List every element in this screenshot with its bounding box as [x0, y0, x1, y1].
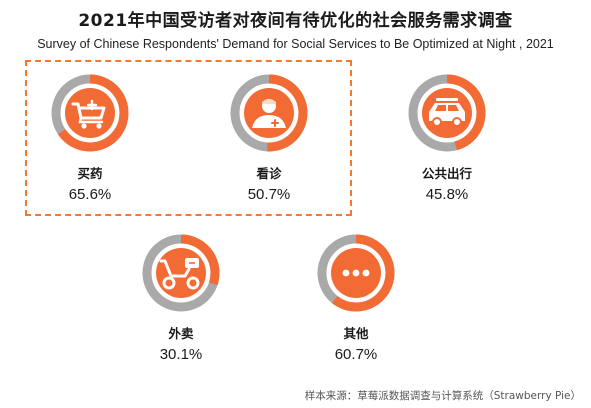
chart-title: 2021年中国受访者对夜间有待优化的社会服务需求调查 [78, 11, 513, 31]
donut-value-arc [142, 234, 220, 312]
category-label: 外卖 [168, 326, 194, 341]
donut-value-arc [230, 74, 308, 152]
donut-value-arc [408, 74, 486, 152]
donut-value-arc [51, 74, 129, 152]
value-label: 65.6% [68, 186, 112, 203]
chart-subtitle: Survey of Chinese Respondents' Demand fo… [37, 37, 554, 51]
value-label: 60.7% [334, 346, 378, 363]
doctor-icon [252, 99, 286, 128]
donut-item: 其他 60.7% [296, 232, 416, 363]
value-label: 45.8% [425, 186, 469, 203]
donut-chart [51, 74, 129, 152]
scooter-icon [159, 258, 200, 290]
value-label: 50.7% [247, 186, 291, 203]
category-label: 买药 [77, 166, 103, 181]
donut-chart [408, 74, 486, 152]
category-label: 其他 [343, 326, 369, 341]
donut-value-arc [317, 234, 395, 312]
donut-chart [230, 74, 308, 152]
donut-chart [142, 234, 220, 312]
category-label: 公共出行 [421, 166, 472, 181]
donut-item: 外卖 30.1% [121, 232, 241, 363]
donut-item: 买药 65.6% [30, 72, 150, 203]
car-icon [429, 98, 465, 127]
source-note: 样本来源：草莓派数据调查与计算系统（Strawberry Pie） [304, 390, 581, 402]
donut-chart [317, 234, 395, 312]
icon-background [156, 248, 206, 298]
value-label: 30.1% [159, 346, 203, 363]
more-dots-icon [342, 269, 370, 277]
donut-item: 公共出行 45.8% [387, 72, 507, 203]
highlight-box [25, 60, 352, 216]
donut-item: 看诊 50.7% [209, 72, 329, 203]
category-label: 看诊 [256, 166, 282, 181]
shopping-cart-icon [71, 99, 106, 129]
icon-background [65, 88, 115, 138]
